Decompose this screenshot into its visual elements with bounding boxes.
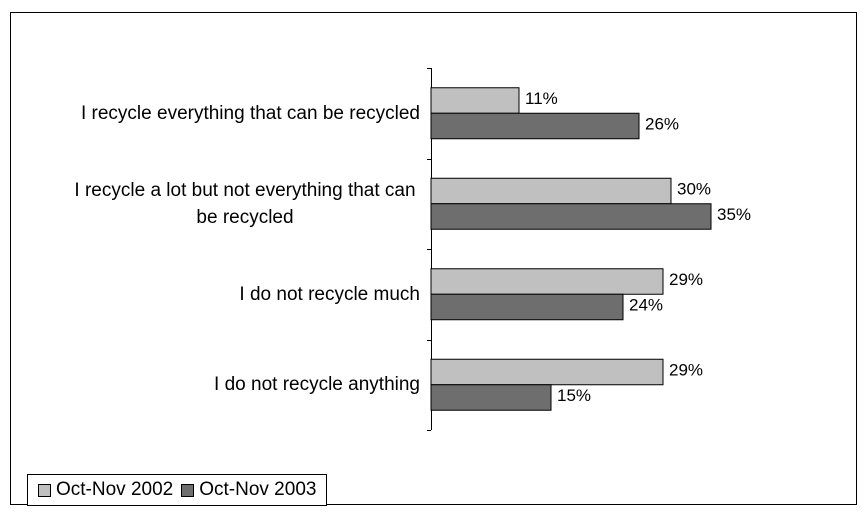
bar <box>430 268 664 295</box>
legend-item: Oct-Nov 2003 <box>177 479 316 501</box>
data-label: 15% <box>557 386 591 405</box>
legend-swatch <box>181 483 195 497</box>
bar <box>430 384 552 411</box>
chart-border <box>10 12 857 505</box>
data-label: 29% <box>669 360 703 379</box>
bar <box>430 87 520 114</box>
bar <box>430 177 672 205</box>
bar <box>430 203 712 230</box>
data-label: 24% <box>629 295 663 314</box>
legend-label: Oct-Nov 2003 <box>199 479 317 500</box>
legend-label: Oct-Nov 2002 <box>56 479 174 500</box>
data-label: 29% <box>669 270 703 289</box>
category-label: I recycle everything that can be recycle… <box>80 102 420 124</box>
legend: Oct-Nov 2002 Oct-Nov 2003 <box>27 474 328 506</box>
bar <box>430 358 664 386</box>
category-label-box: I do not recycle anything <box>60 340 420 430</box>
legend-item: Oct-Nov 2002 <box>34 479 173 501</box>
category-label-box: I do not recycle much <box>60 249 420 339</box>
data-label: 26% <box>645 114 679 133</box>
category-label: I recycle a lot but not everything that … <box>74 179 416 228</box>
category-label: I do not recycle much <box>239 283 420 305</box>
legend-swatch <box>38 483 51 497</box>
bar <box>430 293 624 321</box>
category-label: I do not recycle anything <box>214 374 420 396</box>
bar <box>430 112 640 140</box>
data-label: 11% <box>525 89 558 108</box>
data-label: 30% <box>677 179 711 198</box>
category-label-box: I recycle everything that can be recycle… <box>60 68 420 158</box>
category-label-box: I recycle a lot but not everything that … <box>60 159 420 249</box>
data-label: 35% <box>717 205 751 224</box>
